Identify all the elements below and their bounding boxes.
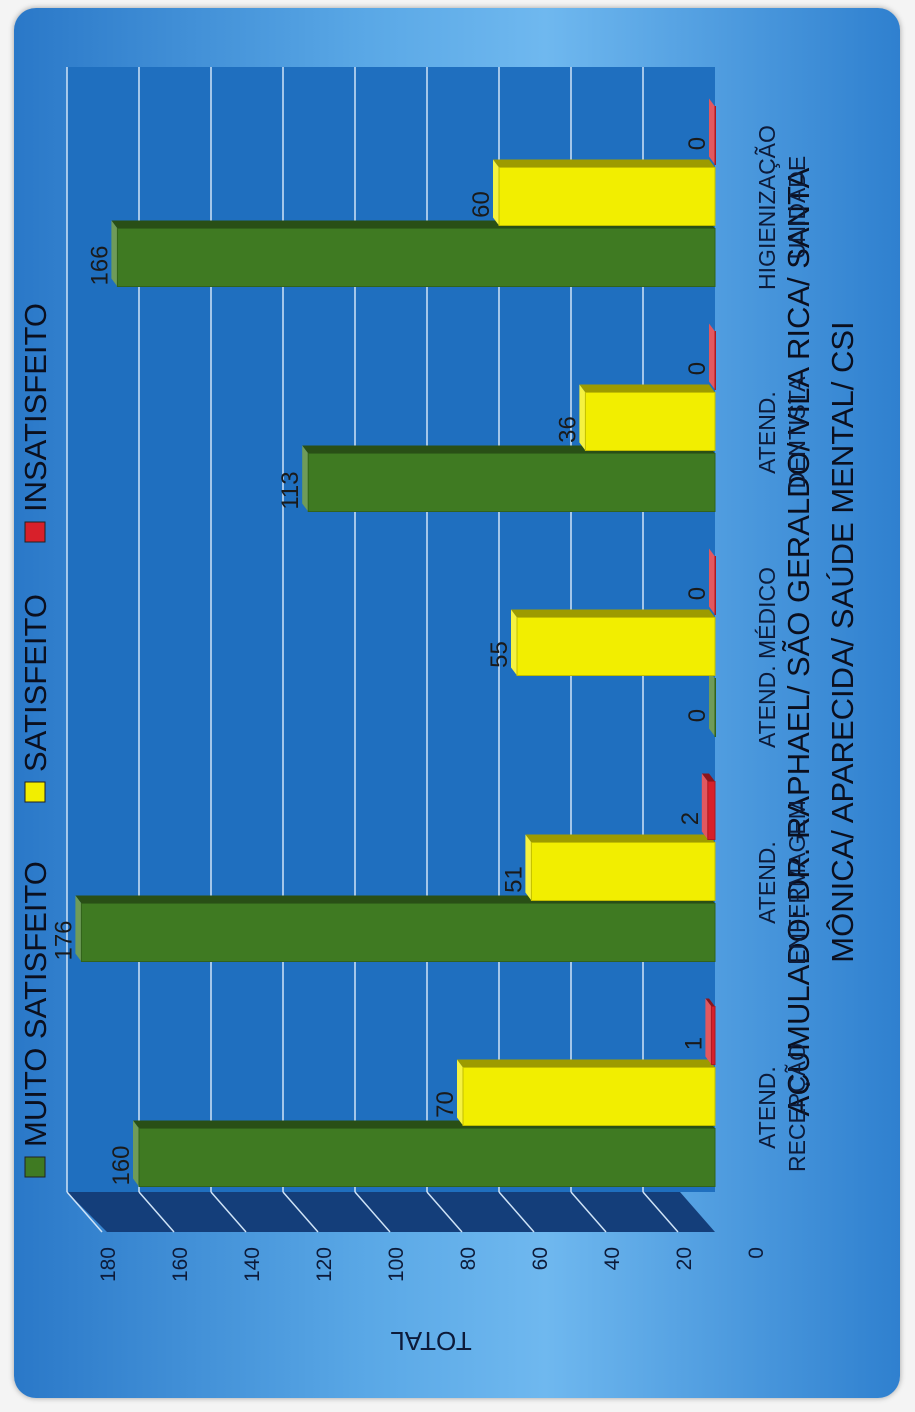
legend-label: INSATISFEITO — [18, 303, 53, 512]
y-tick-label: 180 — [97, 1247, 120, 1282]
bar-top — [579, 384, 586, 451]
bar-top — [701, 773, 708, 840]
y-tick-label: 20 — [673, 1247, 696, 1270]
y-tick-label: 0 — [745, 1247, 768, 1259]
data-label: 1 — [680, 1037, 707, 1050]
y-tick-label: 40 — [601, 1247, 624, 1270]
bar-top — [709, 98, 715, 165]
data-label: 0 — [684, 709, 711, 722]
bar — [80, 903, 716, 962]
data-label: 70 — [432, 1091, 459, 1118]
bar — [714, 106, 716, 165]
bar — [498, 167, 716, 226]
chart-title-line: MÔNICA/ APARECIDA/ SAÚDE MENTAL/ CSI — [825, 321, 860, 962]
bar — [116, 228, 716, 287]
bar-side — [511, 609, 715, 618]
bar — [714, 331, 716, 390]
bar-side — [701, 773, 715, 782]
chart-floor — [67, 1192, 715, 1232]
data-label: 160 — [108, 1145, 135, 1185]
bar-top — [457, 1059, 463, 1126]
bar — [707, 781, 716, 840]
bar — [710, 1006, 716, 1065]
bar-top — [111, 220, 118, 287]
data-label: 0 — [684, 587, 711, 600]
bar-top — [709, 323, 715, 390]
legend-swatch — [24, 521, 46, 543]
y-tick-label: 140 — [241, 1247, 264, 1282]
gridline-depth — [66, 1191, 103, 1233]
y-tick-label: 100 — [385, 1247, 408, 1282]
x-tick-label: HIGIENIZAÇÃO — [754, 125, 780, 290]
legend-label: SATISFEITO — [18, 594, 53, 772]
data-label: 0 — [684, 362, 711, 375]
x-tick-label: ATEND. — [754, 1066, 780, 1149]
bar-top — [75, 895, 82, 962]
bar — [530, 842, 716, 901]
bar-top — [302, 445, 309, 512]
legend-swatch — [24, 781, 46, 803]
bar — [307, 453, 716, 512]
bar — [584, 392, 716, 451]
data-label: 60 — [468, 191, 495, 218]
bar-side — [579, 384, 715, 393]
bar-side — [525, 834, 715, 843]
y-tick-label: 160 — [169, 1247, 192, 1282]
data-label: 113 — [277, 471, 304, 509]
x-tick-label: RECEPÇÃO — [784, 1043, 810, 1172]
bar-top — [133, 1120, 139, 1187]
data-label: 51 — [500, 866, 527, 893]
bar-side — [705, 998, 715, 1007]
data-label: 36 — [554, 416, 581, 443]
chart-title-line: ACUMULADO: DR. RAPHAEL/ SÃO GERALDO/ VIL… — [781, 167, 816, 1116]
data-label: 176 — [50, 920, 77, 960]
x-tick-label: ENFERMAGEM — [784, 800, 810, 965]
gridline-depth — [570, 1191, 607, 1233]
gridline-depth — [138, 1191, 175, 1233]
bar — [714, 678, 716, 737]
legend-swatch — [24, 1156, 46, 1178]
x-tick-label: ATEND. — [754, 841, 780, 924]
gridline-depth — [498, 1191, 535, 1233]
x-tick-label: ATEND. — [754, 391, 780, 474]
bar-top — [525, 834, 532, 901]
bar — [462, 1067, 716, 1126]
x-tick-label: DENTISTA — [784, 376, 810, 489]
bar — [714, 556, 716, 615]
gridline-depth — [210, 1191, 247, 1233]
bar-top — [709, 548, 715, 615]
y-tick-label: 80 — [457, 1247, 480, 1270]
data-label: 55 — [486, 641, 513, 668]
data-label: 166 — [86, 245, 113, 285]
gridline-depth — [354, 1191, 391, 1233]
bar — [516, 617, 716, 676]
bar-side — [493, 159, 715, 168]
gridline-depth — [642, 1191, 679, 1233]
y-axis-label: TOTAL — [390, 1326, 471, 1356]
y-tick-label: 120 — [313, 1247, 336, 1282]
bar-top — [511, 609, 517, 676]
gridline-depth — [426, 1191, 463, 1233]
y-tick-label: 60 — [529, 1247, 552, 1270]
bar-top — [709, 670, 715, 737]
data-label: 0 — [684, 137, 711, 150]
bar-side — [457, 1059, 715, 1068]
x-tick-label: ATEND. MÉDICO — [754, 567, 780, 748]
bar — [138, 1128, 716, 1187]
data-label: 2 — [677, 812, 704, 825]
x-tick-label: UNIDADE — [784, 156, 810, 260]
bar-top — [705, 998, 712, 1065]
gridline-depth — [282, 1191, 319, 1233]
bar-top — [493, 159, 499, 226]
legend-label: MUITO SATISFEITO — [18, 861, 53, 1147]
